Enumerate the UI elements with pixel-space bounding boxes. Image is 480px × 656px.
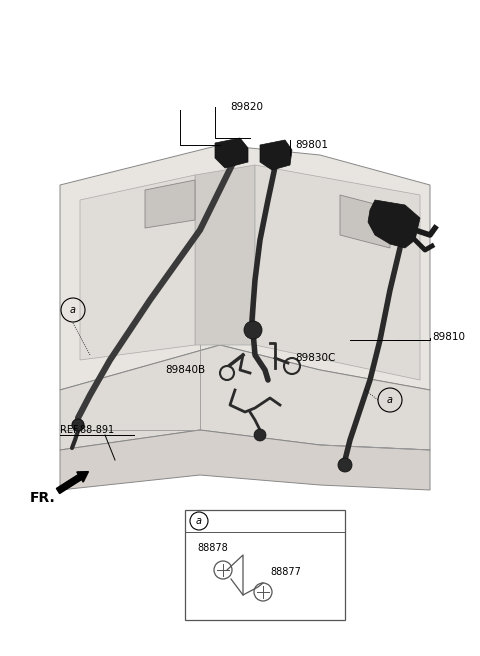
Polygon shape <box>145 180 195 228</box>
Text: 89801: 89801 <box>295 140 328 150</box>
Text: a: a <box>70 305 76 315</box>
Text: 88877: 88877 <box>270 567 301 577</box>
Text: FR.: FR. <box>30 491 56 505</box>
Text: a: a <box>196 516 202 526</box>
Text: 89830C: 89830C <box>295 353 336 363</box>
Polygon shape <box>255 165 420 380</box>
Circle shape <box>254 429 266 441</box>
Polygon shape <box>60 145 430 390</box>
Text: a: a <box>387 395 393 405</box>
Text: 89820: 89820 <box>230 102 263 112</box>
Polygon shape <box>340 195 390 248</box>
Polygon shape <box>195 165 255 345</box>
Circle shape <box>72 419 84 431</box>
Polygon shape <box>60 345 430 450</box>
Bar <box>185 510 345 620</box>
Polygon shape <box>80 175 195 360</box>
Circle shape <box>338 458 352 472</box>
Text: REF.88-891: REF.88-891 <box>60 425 114 435</box>
Text: 89840B: 89840B <box>165 365 205 375</box>
FancyArrow shape <box>56 472 88 493</box>
Text: 88878: 88878 <box>197 543 228 553</box>
Circle shape <box>244 321 262 339</box>
Text: 89810: 89810 <box>432 332 465 342</box>
Polygon shape <box>215 138 248 168</box>
Polygon shape <box>260 140 292 170</box>
Polygon shape <box>60 430 430 490</box>
Polygon shape <box>368 200 420 248</box>
